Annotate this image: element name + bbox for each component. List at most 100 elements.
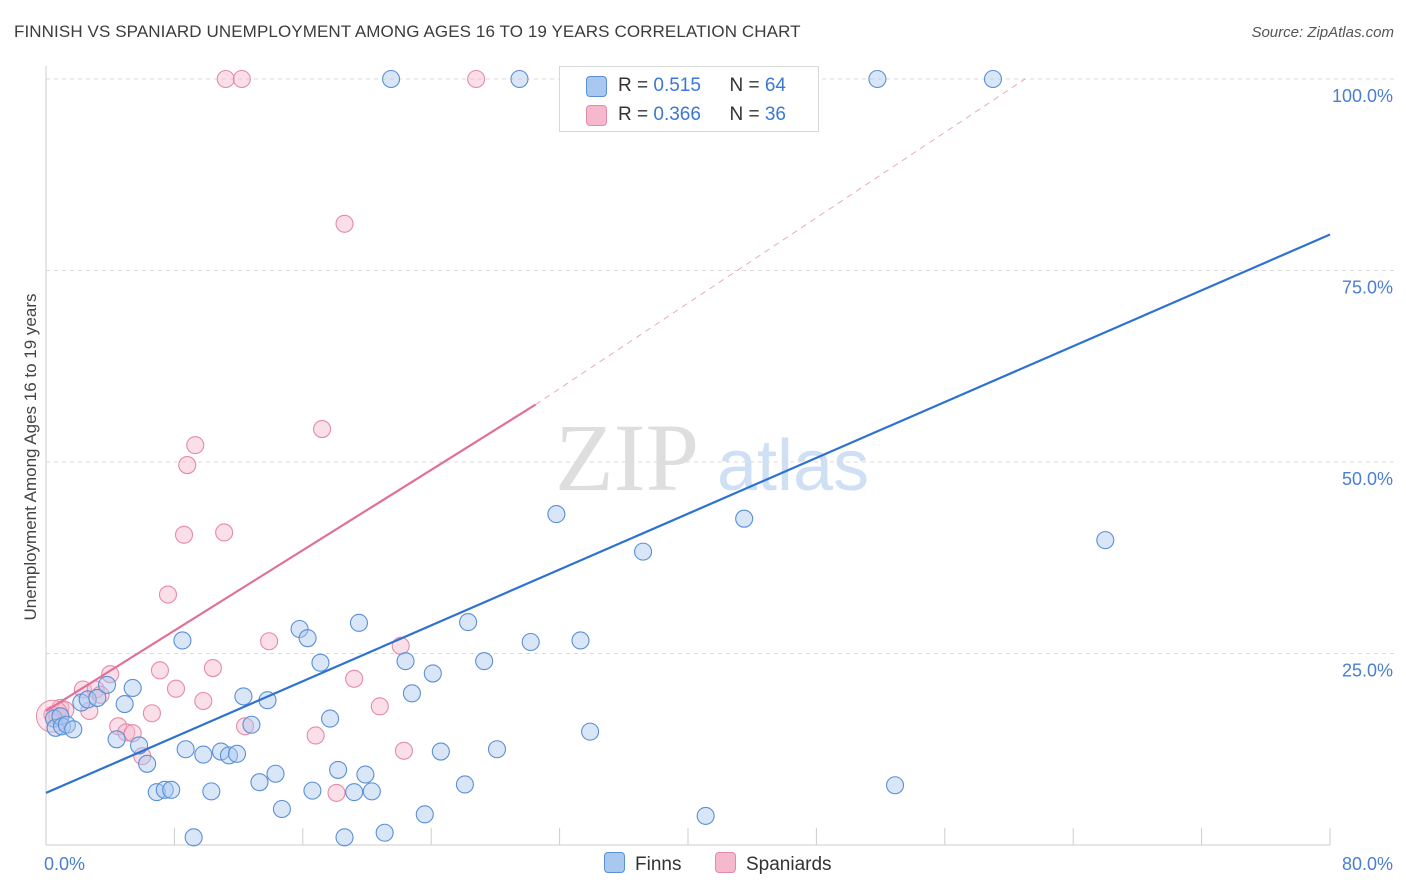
- data-point-spaniards: [313, 420, 332, 439]
- y-tick-label: 75.0%: [1342, 278, 1393, 298]
- data-point-finns: [227, 744, 247, 763]
- data-point-finns: [202, 782, 221, 801]
- data-point-finns: [298, 629, 317, 648]
- data-point-finns: [423, 664, 442, 683]
- data-point-finns: [184, 828, 203, 847]
- data-point-finns: [272, 799, 291, 819]
- tick-labels: 25.0% 50.0% 75.0% 100.0% 0.0% 80.0%: [44, 86, 1393, 874]
- data-point-finns: [194, 745, 213, 764]
- data-point-spaniards: [166, 679, 186, 698]
- data-point-finns: [46, 718, 65, 737]
- data-point-finns: [266, 764, 285, 783]
- y-tick-label: 25.0%: [1342, 661, 1393, 681]
- data-point-finns: [155, 780, 174, 799]
- data-point-spaniards: [158, 585, 178, 604]
- finns-r-value: 0.515: [653, 75, 701, 96]
- chart-title: FINNISH VS SPANIARD UNEMPLOYMENT AMONG A…: [14, 22, 801, 41]
- data-point-finns: [459, 613, 478, 632]
- data-point-finns: [123, 678, 142, 698]
- data-point-finns: [349, 613, 369, 632]
- data-point-finns: [362, 782, 381, 801]
- data-point-finns: [57, 715, 76, 734]
- source-label: Source: ZipAtlas.com: [1251, 24, 1394, 41]
- data-point-finns: [311, 653, 330, 672]
- trend-line-spaniards-extrapolated: [535, 78, 1026, 405]
- data-point-finns: [1096, 531, 1115, 550]
- data-point-spaniards: [186, 436, 205, 455]
- data-point-finns: [234, 687, 253, 706]
- watermark-zip: ZIP: [555, 404, 699, 511]
- data-point-finns: [173, 631, 192, 650]
- grid-lines: [46, 78, 1394, 654]
- finns-n-value: 64: [764, 75, 786, 96]
- data-point-finns: [885, 776, 905, 795]
- data-point-finns: [521, 632, 540, 652]
- data-point-spaniards: [194, 691, 213, 711]
- watermark-atlas: atlas: [717, 426, 869, 506]
- data-point-spaniards: [394, 741, 413, 760]
- data-point-finns: [329, 760, 348, 779]
- trend-line-finns: [45, 233, 1331, 794]
- correlation-legend: R = 0.515 N = 64 R = 0.366 N = 36: [559, 66, 819, 132]
- data-point-finns: [115, 695, 134, 714]
- data-point-spaniards: [335, 214, 354, 233]
- data-point-finns: [375, 823, 394, 842]
- data-point-finns: [335, 828, 354, 847]
- data-point-finns: [431, 742, 450, 761]
- data-point-finns: [402, 684, 421, 703]
- bottom-legend-spaniards: Spaniards: [715, 852, 832, 876]
- data-point-spaniards: [203, 659, 222, 678]
- data-point-finns: [97, 675, 117, 694]
- x-tick-label: 80.0%: [1342, 854, 1393, 874]
- data-point-spaniards: [306, 726, 325, 745]
- data-point-finns: [321, 709, 340, 728]
- spaniards-n-value: 36: [764, 104, 786, 125]
- y-tick-label: 100.0%: [1332, 86, 1393, 106]
- finns-n-label: N =: [729, 75, 765, 96]
- finns-legend-swatch: [604, 852, 625, 873]
- trend-lines: [45, 78, 1331, 794]
- data-point-finns: [356, 765, 375, 784]
- data-point-finns: [303, 781, 322, 800]
- watermark: ZIP atlas: [555, 404, 869, 511]
- data-point-spaniards: [150, 661, 170, 680]
- data-point-finns: [138, 754, 157, 773]
- data-point-spaniards: [101, 665, 120, 684]
- finns-swatch: [586, 76, 607, 97]
- data-point-spaniards: [232, 69, 251, 89]
- data-point-spaniards: [345, 669, 364, 688]
- data-point-spaniards: [235, 717, 255, 736]
- data-point-finns: [345, 783, 364, 802]
- trend-line-spaniards: [45, 403, 537, 712]
- spaniards-swatch: [586, 105, 607, 126]
- data-point-finns: [415, 805, 434, 824]
- finns-r-label: R =: [618, 75, 654, 96]
- data-point-finns: [735, 509, 754, 528]
- data-point-finns: [547, 505, 566, 524]
- series-finns: [44, 69, 1115, 847]
- data-point-spaniards: [327, 783, 346, 802]
- data-point-spaniards: [391, 636, 410, 655]
- data-point-spaniards: [216, 69, 235, 89]
- data-point-finns: [510, 69, 529, 89]
- data-point-finns: [634, 542, 653, 561]
- data-point-spaniards: [174, 525, 194, 544]
- data-point-finns: [487, 740, 507, 759]
- data-point-finns: [176, 740, 195, 759]
- data-point-finns: [696, 806, 715, 825]
- y-tick-label: 50.0%: [1342, 469, 1393, 489]
- data-point-finns: [983, 69, 1003, 89]
- data-point-spaniards: [260, 632, 279, 651]
- finns-legend-label: Finns: [635, 854, 682, 875]
- data-point-finns: [475, 652, 494, 671]
- spaniards-r-label: R =: [618, 104, 654, 125]
- bottom-legend-finns: Finns: [604, 852, 681, 876]
- data-point-finns: [868, 69, 887, 89]
- y-axis-label: Unemployment Among Ages 16 to 19 years: [21, 294, 40, 621]
- data-point-finns: [382, 69, 401, 89]
- spaniards-n-label: N =: [729, 104, 765, 125]
- data-point-finns: [64, 720, 83, 739]
- data-point-finns: [571, 631, 590, 650]
- data-point-spaniards: [117, 723, 136, 742]
